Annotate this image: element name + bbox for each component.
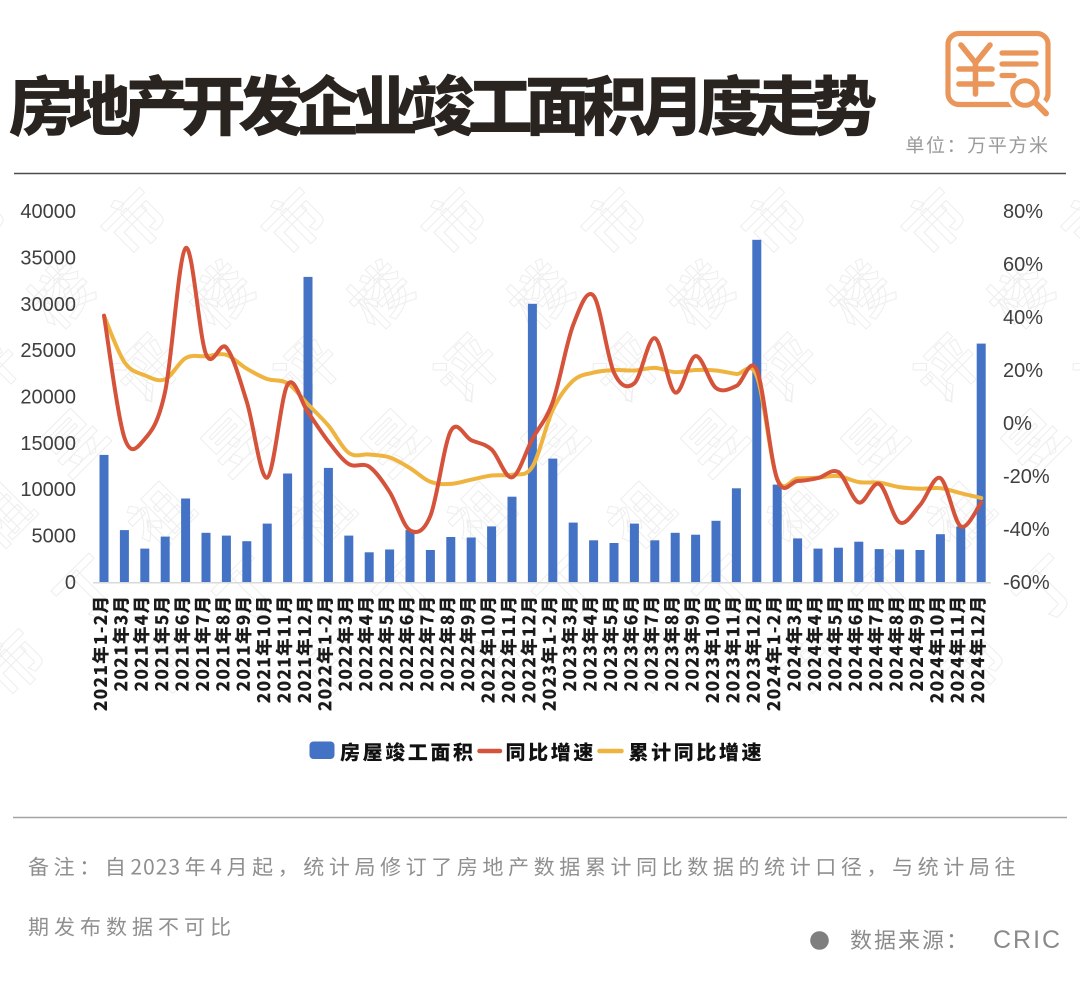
svg-text:15000: 15000 xyxy=(20,433,76,455)
svg-text:-20%: -20% xyxy=(1003,466,1050,488)
svg-text:0%: 0% xyxy=(1003,413,1032,435)
svg-text:20%: 20% xyxy=(1003,360,1043,382)
svg-text:-40%: -40% xyxy=(1003,519,1050,541)
svg-text:60%: 60% xyxy=(1003,254,1043,276)
svg-text:-60%: -60% xyxy=(1003,572,1050,594)
svg-text:40%: 40% xyxy=(1003,307,1043,329)
svg-text:40000: 40000 xyxy=(20,201,76,223)
svg-text:80%: 80% xyxy=(1003,201,1043,223)
svg-text:35000: 35000 xyxy=(20,247,76,269)
svg-text:0: 0 xyxy=(65,572,76,594)
svg-text:20000: 20000 xyxy=(20,387,76,409)
svg-text:5000: 5000 xyxy=(32,526,77,548)
svg-text:10000: 10000 xyxy=(20,479,76,501)
svg-text:25000: 25000 xyxy=(20,340,76,362)
svg-text:30000: 30000 xyxy=(20,294,76,316)
svg-text:CRIC: CRIC xyxy=(993,926,1062,954)
